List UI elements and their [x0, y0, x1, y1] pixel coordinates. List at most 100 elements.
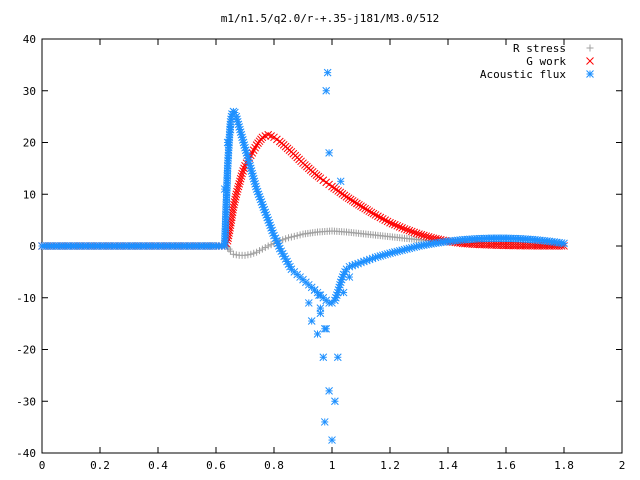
data-point: [234, 182, 243, 191]
data-point: [319, 353, 328, 362]
data-point: [333, 353, 342, 362]
y-tick-label: -30: [16, 395, 36, 408]
data-point: [226, 125, 235, 134]
x-tick-label: 0: [39, 459, 46, 472]
data-point: [331, 397, 339, 406]
data-point: [560, 239, 568, 248]
data-point: [290, 232, 298, 240]
data-point: [403, 225, 411, 234]
data-point: [232, 251, 240, 259]
y-tick-label: 10: [23, 188, 36, 201]
data-point: [261, 244, 269, 252]
legend-marker: [586, 70, 594, 78]
x-tick-label: 1.2: [380, 459, 400, 472]
data-point: [310, 286, 319, 294]
data-point: [287, 233, 295, 241]
data-point: [325, 387, 333, 395]
data-point: [410, 228, 419, 237]
chart-title: m1/n1.5/q2.0/r-+.35-j181/M3.0/512: [221, 12, 440, 25]
x-tick-label: 0.8: [264, 459, 284, 472]
y-tick-label: -40: [16, 447, 36, 460]
data-point: [419, 231, 428, 240]
x-tick-label: 0.4: [148, 459, 168, 472]
x-tick-label: 1: [329, 459, 336, 472]
data-point: [239, 167, 247, 175]
data-point: [227, 247, 234, 255]
data-point: [374, 212, 382, 221]
y-tick-label: 30: [23, 85, 36, 98]
x-tick-label: 0.2: [90, 459, 110, 472]
data-point: [357, 202, 365, 211]
data-point: [304, 299, 313, 307]
data-point: [345, 273, 354, 281]
data-point: [368, 254, 377, 263]
data-point: [386, 218, 394, 227]
data-point: [359, 203, 367, 212]
data-point: [320, 418, 329, 426]
data-point: [381, 216, 390, 224]
data-point: [371, 211, 380, 219]
data-point: [296, 231, 304, 239]
data-point: [353, 199, 361, 208]
data-point: [282, 235, 290, 243]
data-point: [400, 225, 409, 233]
data-point: [237, 172, 246, 180]
data-point: [405, 226, 414, 235]
y-tick-label: 20: [23, 137, 36, 150]
data-point: [328, 436, 336, 444]
x-tick-label: 1.4: [438, 459, 458, 472]
axis-ticks: 0 0.2 0.4 0.6 0.8 1 1.2 1.4 1.6 1.8 2 40 30 20 10 0 -10 -…: [16, 33, 625, 472]
data-point: [244, 251, 252, 259]
data-point: [275, 244, 284, 253]
data-point: [236, 174, 245, 183]
data-point: [339, 288, 348, 297]
data-point: [253, 248, 261, 256]
data-point: [363, 206, 372, 214]
data-point: [378, 214, 387, 223]
data-point: [232, 190, 241, 199]
data-point: [233, 185, 242, 193]
data-point: [229, 250, 237, 258]
data-point: [267, 241, 275, 249]
x-tick-label: 0.6: [206, 459, 226, 472]
data-point: [369, 209, 378, 218]
legend-marker: [586, 44, 594, 52]
y-tick-label: -20: [16, 344, 36, 357]
data-point: [393, 221, 402, 230]
data-point: [344, 194, 353, 203]
x-tick-label: 1.6: [496, 459, 516, 472]
data-point: [407, 227, 416, 236]
data-points: [38, 68, 568, 444]
data-point: [346, 195, 355, 204]
data-point: [236, 177, 244, 186]
data-point: [264, 242, 272, 250]
data-point: [395, 222, 404, 231]
y-tick-label: 40: [23, 33, 36, 46]
legend-label: G work: [526, 55, 566, 68]
data-point: [235, 180, 244, 188]
data-point: [233, 187, 241, 196]
data-point: [412, 229, 421, 238]
data-point: [293, 232, 301, 240]
data-point: [390, 220, 399, 229]
legend-label: R stress: [513, 42, 566, 55]
data-point: [422, 232, 431, 241]
data-point: [361, 204, 369, 213]
data-point: [231, 192, 240, 201]
data-point: [348, 196, 357, 205]
data-point: [342, 192, 351, 201]
data-point: [383, 217, 392, 226]
data-point: [279, 236, 287, 244]
data-point: [325, 148, 333, 157]
data-point: [220, 185, 229, 193]
data-point: [322, 324, 331, 333]
data-point: [307, 317, 316, 325]
data-point: [315, 291, 323, 300]
data-point: [238, 169, 246, 178]
data-point: [415, 230, 423, 238]
y-tick-label: 0: [29, 240, 36, 253]
data-point: [365, 207, 374, 216]
data-point: [355, 200, 363, 209]
